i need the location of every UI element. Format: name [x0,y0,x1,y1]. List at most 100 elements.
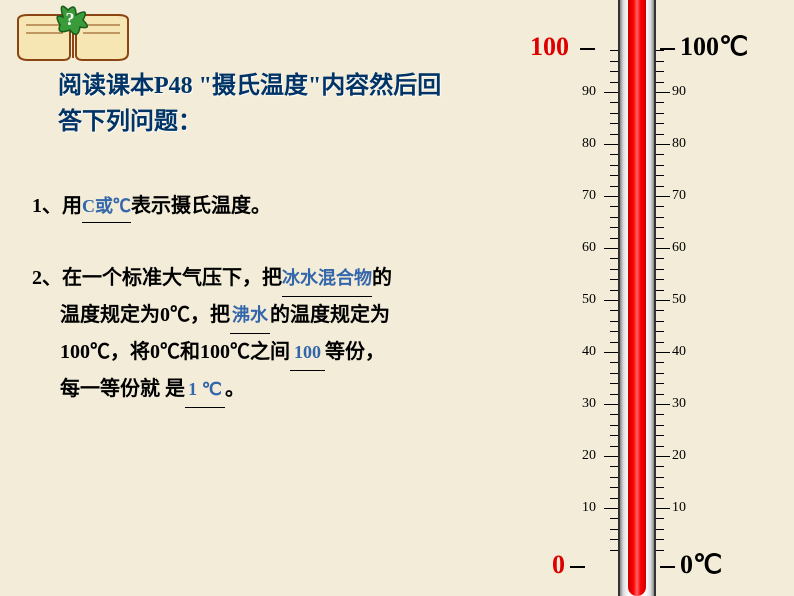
tick-minor [656,113,664,114]
tick-label: 30 [582,396,596,412]
tick-minor [610,466,618,467]
tick-major [656,144,670,145]
q2-l4-pre: 每一等份就 是 [60,378,185,400]
tick-minor [610,342,618,343]
tick-label: 30 [672,396,686,412]
tick-label: 20 [672,448,686,464]
q2-l1-post: 的 [372,267,392,289]
tick-minor [656,61,664,62]
tick-minor [656,310,664,311]
book-icon: ? [8,5,138,70]
tick-minor [656,466,664,467]
tick-minor [610,290,618,291]
tick-minor [610,425,618,426]
tick-minor [610,217,618,218]
tick-minor [656,550,664,551]
tick-major [604,248,618,249]
tick-minor [610,373,618,374]
tick-major [656,404,670,405]
tick-label: 70 [672,188,686,204]
tick-major [656,196,670,197]
tick-minor [610,446,618,447]
tick-minor [656,269,664,270]
tick-label: 80 [672,136,686,152]
tick-label: 70 [582,188,596,204]
tick-minor [610,539,618,540]
q2-l3-post: 等份， [325,341,385,363]
tick-major [604,404,618,405]
tick-minor [610,102,618,103]
tick-label: 40 [582,344,596,360]
tick-minor [610,175,618,176]
tick-label: 60 [582,240,596,256]
tick-major [656,300,670,301]
tick-minor [610,383,618,384]
tick-minor [610,113,618,114]
tick-label: 40 [672,344,686,360]
tick-minor [610,258,618,259]
tick-major [604,352,618,353]
tick-minor [610,550,618,551]
question-2: 2、在一个标准大气压下，把冰水混合物的 温度规定为0℃，把沸水的温度规定为 10… [32,260,472,408]
tick-minor [610,61,618,62]
tick-minor [656,279,664,280]
tick-label: 10 [582,500,596,516]
thermometer-mercury [628,0,646,596]
tick-minor [610,331,618,332]
tick-minor [610,71,618,72]
tick-major [656,92,670,93]
tick-major [656,508,670,509]
tick-label: 50 [672,292,686,308]
q1-post: 表示摄氏温度。 [131,195,271,217]
tick-minor [610,154,618,155]
q2-blank3: 100 [290,334,325,371]
tick-minor [656,71,664,72]
tick-label: 60 [672,240,686,256]
q1-blank: C或℃ [82,190,131,223]
tick-minor [610,82,618,83]
q1-pre: 1、用 [32,195,82,217]
tick-minor [610,529,618,530]
tick-minor [656,258,664,259]
tick-minor [656,238,664,239]
tick-label: 20 [582,448,596,464]
tick-minor [656,414,664,415]
tick-minor [610,362,618,363]
tick-label: 50 [582,292,596,308]
tick-minor [610,477,618,478]
tick-minor [656,206,664,207]
tick-minor [656,123,664,124]
tick-minor [656,217,664,218]
tick-major [656,456,670,457]
tick-minor [610,414,618,415]
q2-blank4: 1 ℃ [185,371,225,408]
tick-minor [656,175,664,176]
q2-ans4: 1 ℃ [188,379,222,399]
tick-minor [656,446,664,447]
q2-l2-pre: 温度规定为0℃，把 [60,304,230,326]
tick-minor [610,165,618,166]
q2-ans2: 沸水 [232,305,268,325]
tick-major [604,300,618,301]
tick-major [604,144,618,145]
hline-bot-left [570,566,585,568]
tick-minor [610,227,618,228]
tick-label: 90 [672,84,686,100]
tick-minor [610,279,618,280]
tick-minor [656,134,664,135]
tick-minor [610,321,618,322]
tick-minor [610,50,618,51]
tick-major [604,92,618,93]
tick-minor [656,394,664,395]
tick-minor [656,331,664,332]
tick-minor [610,186,618,187]
tick-minor [656,539,664,540]
tick-minor [656,487,664,488]
svg-text:?: ? [66,9,75,29]
hline-top-right [660,48,675,50]
tick-major [656,352,670,353]
tick-label: 10 [672,500,686,516]
tick-major [604,196,618,197]
tick-label: 90 [582,84,596,100]
tick-minor [656,321,664,322]
